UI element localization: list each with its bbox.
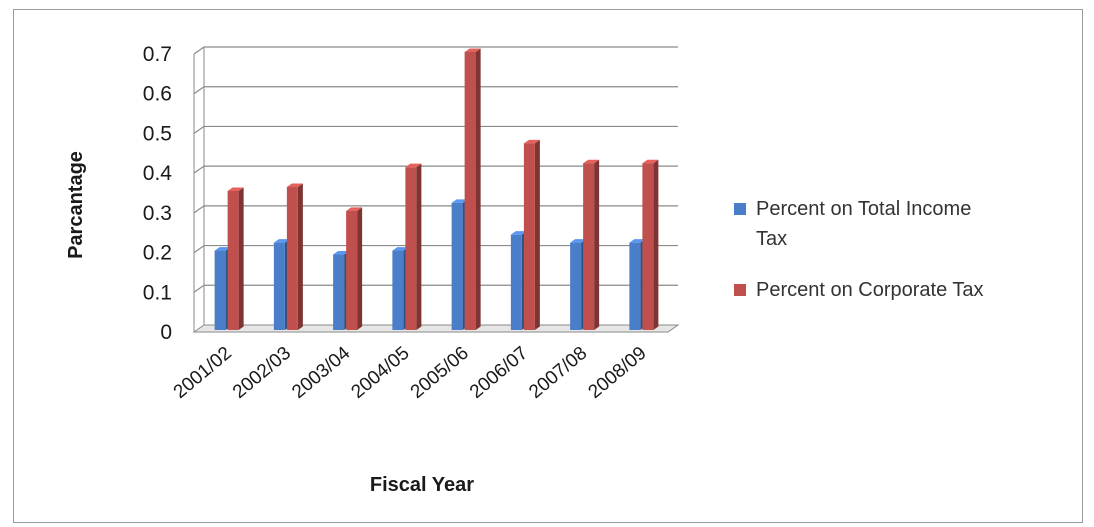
bar-top	[642, 159, 659, 164]
bar-top	[286, 183, 303, 188]
gridline-side	[193, 284, 205, 293]
y-axis-title: Parcantage	[65, 151, 87, 259]
floor-plane	[192, 324, 680, 333]
bar-top	[583, 159, 600, 164]
x-tick-label: 2005/06	[407, 343, 473, 403]
bar-top	[451, 199, 468, 203]
bar-front	[464, 52, 476, 330]
bar-top	[629, 239, 646, 243]
bar-front	[286, 187, 298, 330]
bar-side	[297, 183, 303, 330]
legend: Percent on Total Income Tax Percent on Cor…	[734, 198, 984, 301]
bar-front	[392, 250, 404, 330]
bar-front	[273, 242, 285, 330]
bar-front	[405, 167, 417, 330]
bar	[464, 48, 481, 330]
bar-top	[570, 239, 587, 243]
x-tick-label: 2004/05	[347, 343, 413, 403]
legend-entry: Percent on Corporate Tax	[734, 279, 984, 301]
y-tick-label: 0.7	[143, 43, 172, 66]
gridlines	[193, 46, 678, 332]
bar-top	[392, 247, 409, 251]
bar-side	[238, 187, 244, 330]
gridline-side	[193, 46, 205, 55]
chart-frame: 0 0.1 0.2 0.3 0.4 0.5 0.6 0.7 2001/02 2002/03 200…	[13, 9, 1083, 523]
legend-label: Percent on Total Income Tax	[756, 198, 971, 250]
gridline-side	[193, 125, 205, 134]
gridline-side	[193, 245, 205, 254]
bar-top	[346, 207, 363, 211]
bar-side	[357, 207, 363, 330]
bar-top	[333, 251, 350, 255]
bar-top	[273, 239, 290, 243]
bar	[227, 187, 244, 330]
legend-entry: Percent on Total Income Tax	[734, 198, 971, 250]
bar-front	[523, 143, 535, 330]
bar-side	[475, 48, 481, 330]
y-tick-label: 0	[160, 321, 172, 344]
bar	[405, 163, 422, 330]
bar-chart: 00.10.20.30.40.50.60.7 2001/022002/03200…	[65, 43, 984, 496]
x-tick-label: 2002/03	[229, 343, 295, 403]
bar-top	[510, 231, 527, 235]
bar-front	[642, 163, 654, 330]
y-tick-label: 0.3	[143, 202, 172, 225]
bar-side	[653, 159, 659, 330]
bar	[583, 159, 600, 330]
y-tick-labels: 0 0.1 0.2 0.3 0.4 0.5 0.6 0.7	[143, 43, 173, 344]
y-tick-label: 0.4	[143, 162, 173, 185]
y-tick-label: 0.1	[143, 281, 172, 304]
bar-top	[523, 139, 540, 144]
x-tick-label: 2001/02	[170, 343, 236, 403]
gridline-side	[193, 165, 205, 174]
bar-top	[227, 187, 244, 191]
bar	[523, 139, 540, 330]
x-tick-label: 2003/04	[288, 342, 354, 403]
bar-front	[510, 234, 522, 330]
bar-front	[583, 163, 595, 330]
bar-top	[405, 163, 422, 168]
legend-swatch	[734, 284, 746, 296]
bar-front	[451, 202, 463, 330]
x-tick-label: 2007/08	[525, 343, 591, 403]
gridline-side	[193, 86, 205, 95]
bar	[286, 183, 303, 330]
bar-side	[594, 159, 600, 330]
bar-side	[534, 139, 540, 330]
chart-floor	[192, 324, 680, 333]
y-tick-label: 0.2	[143, 242, 172, 265]
x-tick-label: 2006/07	[466, 343, 532, 403]
legend-label: Percent on Corporate Tax	[756, 279, 984, 301]
bar-top	[214, 247, 231, 251]
bar	[346, 207, 363, 330]
bar-front	[346, 210, 358, 330]
bar-top	[464, 48, 481, 52]
bars	[214, 48, 659, 330]
bar-side	[416, 163, 422, 330]
y-tick-label: 0.6	[143, 83, 172, 106]
bar-front	[570, 242, 582, 330]
x-tick-label: 2008/09	[584, 343, 650, 403]
bar-front	[214, 250, 226, 330]
bar	[642, 159, 659, 330]
gridline-side	[193, 205, 205, 214]
bar-front	[333, 254, 345, 330]
y-tick-label: 0.5	[143, 122, 172, 145]
x-tick-labels: 2001/022002/032003/042004/052005/062006/…	[170, 342, 651, 403]
x-axis-title: Fiscal Year	[370, 474, 474, 496]
legend-swatch	[734, 203, 746, 215]
bar-front	[629, 242, 641, 330]
bar-front	[227, 191, 239, 330]
